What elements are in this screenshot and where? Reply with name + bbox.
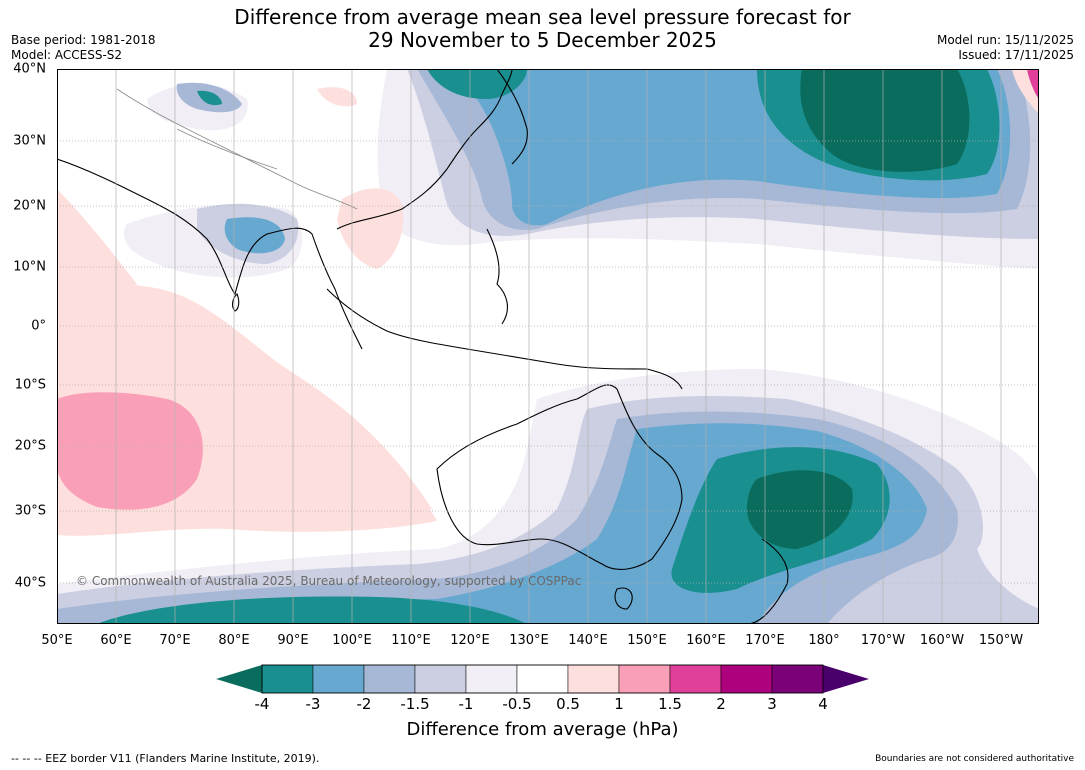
longitude-tick-label: 80°E: [218, 633, 250, 648]
tibet-anomaly: [147, 82, 248, 131]
longitude-tick-label: 130°E: [509, 633, 549, 648]
colorbar-swatch: [414, 664, 467, 694]
coast-australia: [436, 384, 683, 570]
south-pacific-low-anomaly: [57, 369, 1039, 624]
colorbar-tick-label: 1: [614, 695, 624, 713]
longitude-tick-label: 110°E: [391, 633, 431, 648]
colorbar-swatch: [261, 664, 314, 694]
graticule: [57, 69, 1039, 624]
country-borders: [116, 88, 358, 210]
coast-new-zealand: [746, 538, 789, 624]
colorbar-tick-label: -1: [458, 695, 474, 713]
longitude-tick-label: 150°E: [627, 633, 667, 648]
colorbar-under-arrow: [216, 665, 262, 693]
eez-legend-note: -- -- -- EEZ border V11 (Flanders Marine…: [11, 752, 320, 765]
coast-south-asia: [57, 158, 363, 350]
colorbar-boxes: [261, 664, 824, 694]
colorbar-tick-label: -3: [305, 695, 321, 713]
issued-date: Issued: 17/11/2025: [958, 48, 1074, 62]
coast-tasmania: [614, 587, 633, 610]
colorbar-tick-label: -2: [356, 695, 372, 713]
boundaries-disclaimer: Boundaries are not considered authoritat…: [875, 754, 1074, 764]
latitude-tick-label: 20°S: [14, 438, 46, 454]
latitude-tick-label: 0°: [31, 318, 46, 334]
bay-of-bengal-low-anomaly: [124, 203, 303, 278]
longitude-tick-label: 50°E: [41, 633, 73, 648]
colorbar-swatch: [312, 664, 365, 694]
longitude-tick-label: 170°E: [745, 633, 785, 648]
colorbar-tick-label: -4: [254, 695, 270, 713]
longitude-tick-label: 60°E: [100, 633, 132, 648]
colorbar-frame: [261, 664, 824, 694]
longitude-tick-label: 100°E: [332, 633, 372, 648]
colorbar-tick-label: 4: [818, 695, 828, 713]
longitude-tick-label: 170°W: [860, 633, 906, 648]
longitude-tick-label: 180°: [808, 633, 840, 648]
colorbar-tick-label: 2: [716, 695, 726, 713]
latitude-tick-label: 20°N: [13, 198, 46, 214]
coast-east-asia: [336, 69, 513, 230]
latitude-tick-label: 40°N: [13, 61, 46, 77]
colorbar-swatch: [720, 664, 773, 694]
colorbar-swatch: [363, 664, 416, 694]
colorbar-tick-label: -0.5: [502, 695, 532, 713]
colorbar-over-arrow: [823, 665, 869, 693]
meta-right: Model run: 15/11/2025 Issued: 17/11/2025: [937, 33, 1074, 63]
title-line-2: 29 November to 5 December 2025: [368, 28, 717, 52]
base-period: Base period: 1981-2018: [11, 33, 156, 47]
colorbar-tick-label: 0.5: [556, 695, 580, 713]
latitude-tick-label: 10°S: [14, 377, 46, 393]
longitude-tick-label: 150°W: [978, 633, 1024, 648]
coast-japan-korea: [496, 69, 528, 165]
colorbar-tick-label: -1.5: [400, 695, 430, 713]
indian-ocean-high-anomaly: [57, 189, 437, 536]
colorbar-swatch: [567, 664, 620, 694]
model-run: Model run: 15/11/2025: [936, 33, 1074, 47]
longitude-tick-label: 120°E: [450, 633, 490, 648]
north-pacific-low-anomaly: [377, 69, 1039, 269]
latitude-tick-label: 10°N: [13, 259, 46, 275]
latitude-tick-label: 40°S: [14, 575, 46, 591]
colorbar-swatch: [618, 664, 671, 694]
meta-left: Base period: 1981-2018 Model: ACCESS-S2: [11, 33, 156, 63]
colorbar-swatch: [669, 664, 722, 694]
chart-title: Difference from average mean sea level p…: [0, 6, 1085, 52]
latitude-tick-label: 30°N: [13, 133, 46, 149]
latitude-tick-label: 30°S: [14, 503, 46, 519]
coast-philippines: [486, 228, 508, 325]
longitude-tick-label: 90°E: [277, 633, 309, 648]
colorbar-swatch: [516, 664, 569, 694]
copyright-notice: © Commonwealth of Australia 2025, Bureau…: [76, 574, 582, 588]
longitude-tick-label: 70°E: [159, 633, 191, 648]
longitude-tick-label: 140°E: [568, 633, 608, 648]
ne-corner-high-anomaly: [1012, 69, 1039, 114]
indochina-high-anomaly: [317, 87, 404, 269]
map-frame: [57, 69, 1039, 624]
longitude-tick-label: 160°E: [686, 633, 726, 648]
title-line-1: Difference from average mean sea level p…: [234, 5, 851, 29]
longitude-tick-label: 160°W: [919, 633, 965, 648]
model-name: Model: ACCESS-S2: [11, 48, 123, 62]
colorbar-swatch: [465, 664, 518, 694]
colorbar: [216, 664, 869, 694]
pressure-anomaly-map: [57, 69, 1039, 624]
colorbar-tick-label: 3: [767, 695, 777, 713]
border-line-2: [176, 128, 278, 170]
colorbar-tick-label: 1.5: [658, 695, 682, 713]
colorbar-swatch: [771, 664, 824, 694]
colorbar-title: Difference from average (hPa): [406, 719, 679, 740]
